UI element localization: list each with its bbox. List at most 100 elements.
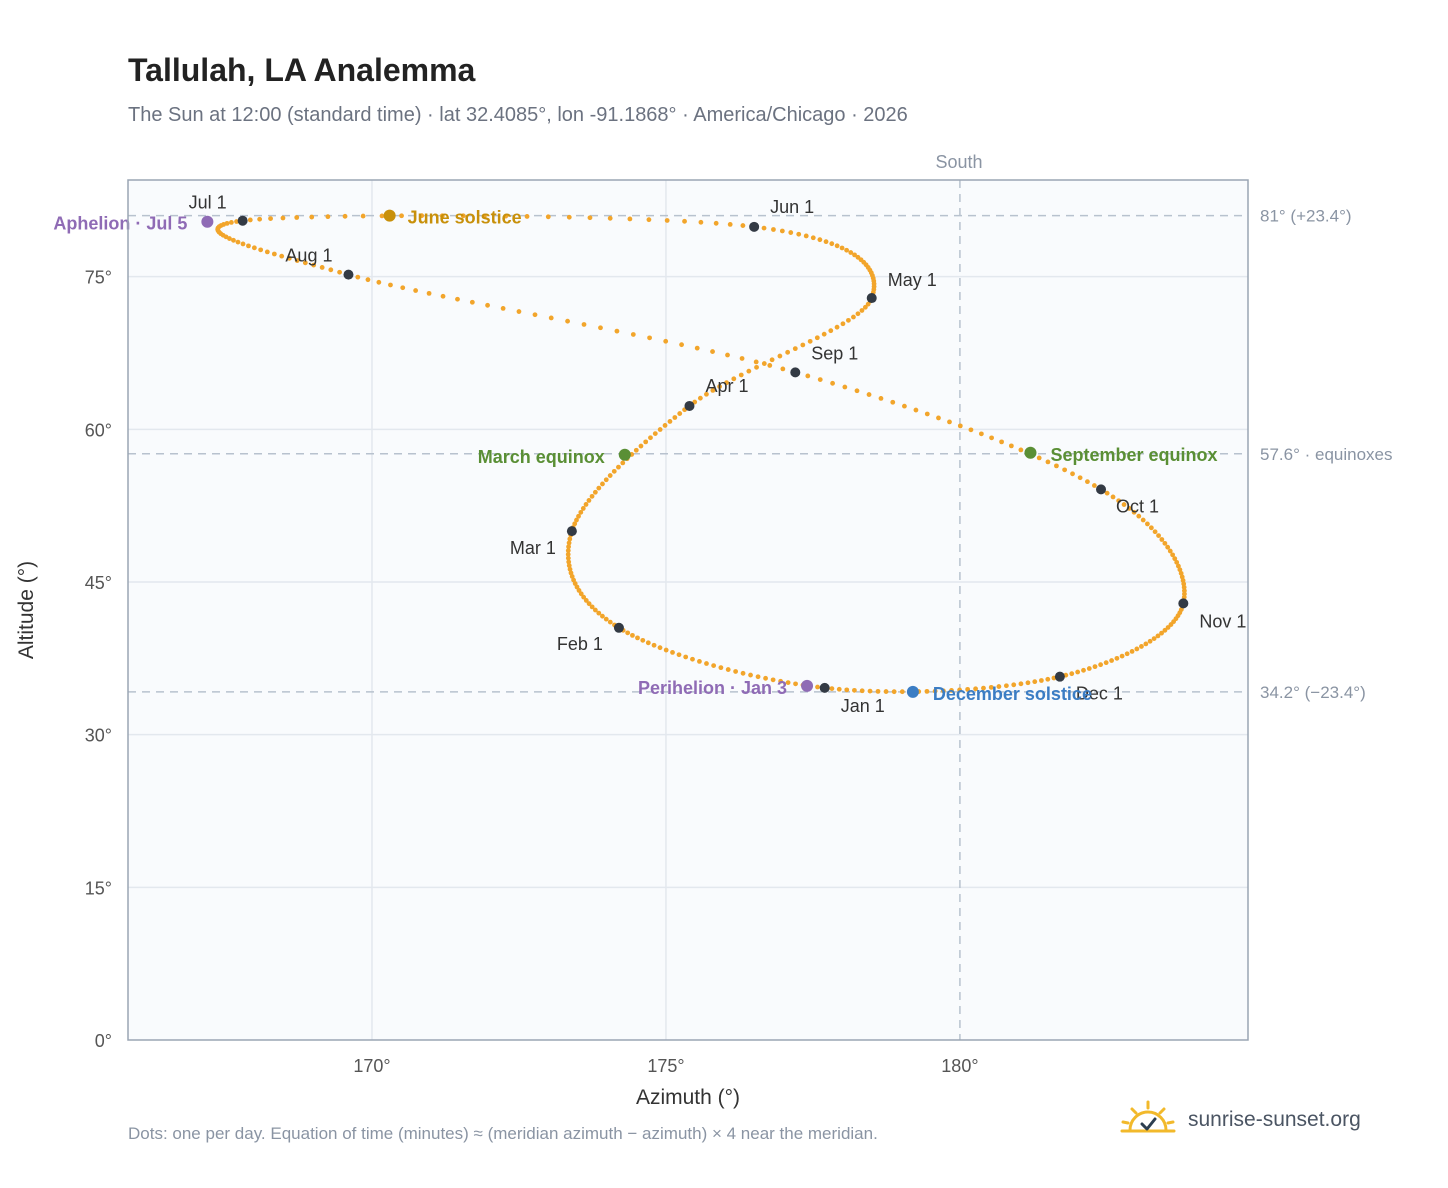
daily-sun-dot: [319, 265, 325, 270]
daily-sun-dot: [279, 253, 285, 259]
daily-sun-dot: [1091, 483, 1097, 488]
daily-sun-dot: [1032, 679, 1038, 685]
daily-sun-dot: [589, 604, 595, 610]
daily-sun-dot: [663, 338, 669, 344]
daily-sun-dot: [1162, 540, 1168, 546]
daily-sun-dot: [247, 217, 253, 223]
daily-sun-dot: [625, 630, 631, 636]
footnote: Dots: one per day. Equation of time (min…: [128, 1124, 878, 1143]
daily-sun-dot: [767, 363, 773, 368]
daily-sun-dot: [725, 352, 730, 358]
daily-sun-dot: [440, 293, 446, 299]
daily-sun-dot: [821, 331, 827, 337]
daily-sun-dot: [1126, 505, 1132, 511]
daily-sun-dot: [587, 215, 593, 221]
daily-sun-dot: [413, 288, 419, 293]
daily-sun-dot: [973, 686, 979, 692]
daily-sun-dot: [607, 215, 613, 221]
y-tick-label: 0°: [95, 1031, 112, 1051]
daily-sun-dot: [565, 318, 570, 324]
daily-sun-dot: [1139, 644, 1144, 649]
daily-sun-dot: [1069, 671, 1075, 677]
daily-sun-dot: [852, 252, 857, 258]
month-marker: [1178, 598, 1189, 609]
daily-sun-dot: [1156, 533, 1161, 539]
daily-sun-dot: [902, 403, 907, 409]
reference-lines: 81° (+23.4°) 57.6° · equinoxes 34.2° (−23.…: [128, 180, 1393, 1040]
daily-sun-dot: [677, 411, 683, 416]
daily-sun-dot: [878, 396, 884, 401]
event-label: Aphelion · Jul 5: [53, 214, 187, 234]
daily-sun-dot: [264, 249, 270, 255]
month-marker: [819, 682, 830, 693]
daily-sun-dot: [1155, 633, 1161, 639]
daily-sun-dot: [1170, 552, 1176, 558]
daily-sun-dot: [337, 269, 342, 275]
reference-label: 81° (+23.4°): [1260, 207, 1352, 226]
y-tick-label: 45°: [85, 573, 112, 593]
daily-sun-dot: [578, 591, 584, 597]
daily-sun-dot: [711, 663, 717, 669]
month-label: Apr 1: [705, 376, 748, 396]
month-marker: [866, 293, 877, 304]
daily-sun-dot: [697, 395, 703, 401]
daily-sun-dot: [235, 239, 241, 245]
daily-sun-dot: [836, 686, 842, 692]
daily-sun-dot: [697, 659, 702, 664]
daily-sun-dot: [1131, 509, 1137, 515]
daily-sun-dot: [565, 555, 571, 561]
daily-sun-dot: [738, 372, 744, 378]
daily-sun-dot: [565, 551, 571, 557]
daily-sun-dot: [607, 619, 613, 625]
daily-sun-dot: [311, 262, 317, 268]
daily-sun-dot: [717, 384, 722, 389]
daily-sun-dot: [1114, 655, 1120, 661]
daily-sun-dot: [257, 216, 263, 222]
daily-sun-dot: [231, 237, 236, 243]
daily-sun-dot: [1174, 559, 1180, 565]
daily-sun-dot: [309, 214, 315, 220]
event-marker: [383, 209, 396, 222]
daily-sun-dot: [978, 431, 984, 437]
month-label: Mar 1: [510, 538, 556, 558]
daily-sun-dot: [740, 223, 746, 228]
daily-sun-dot: [854, 388, 860, 394]
daily-sun-dot: [355, 274, 361, 280]
daily-sun-dot: [302, 260, 308, 266]
x-tick-label: 170°: [353, 1056, 390, 1076]
daily-sun-dot: [607, 473, 613, 478]
brand[interactable]: sunrise-sunset.org: [1120, 1100, 1361, 1140]
daily-sun-dot: [830, 380, 835, 386]
daily-sun-dot: [851, 314, 856, 320]
daily-sun-dot: [516, 309, 522, 314]
daily-sun-dot: [583, 598, 589, 603]
daily-sun-dot: [891, 689, 897, 695]
daily-sun-dot: [763, 675, 768, 681]
daily-sun-dot: [503, 213, 509, 219]
daily-sun-dot: [592, 607, 598, 613]
daily-sun-dot: [426, 290, 432, 296]
meridian-label: South: [935, 152, 982, 172]
daily-sun-dot: [1098, 662, 1104, 668]
daily-sun-dot: [485, 302, 490, 308]
daily-sun-dot: [616, 464, 621, 470]
daily-sun-dot: [866, 392, 872, 397]
daily-sun-dot: [1085, 479, 1090, 485]
daily-sun-dot: [810, 235, 816, 241]
daily-sun-dot: [603, 616, 609, 622]
daily-sun-dot: [663, 647, 669, 653]
daily-sun-dot: [718, 665, 724, 671]
daily-sun-dot: [1167, 548, 1173, 554]
daily-sun-dot: [646, 217, 652, 223]
plot-frame: [127, 179, 1249, 1041]
daily-sun-dot: [578, 509, 584, 515]
month-marker: [566, 526, 577, 537]
daily-sun-dot: [731, 376, 737, 382]
daily-sun-dot: [1008, 443, 1014, 449]
daily-sun-dot: [1159, 537, 1165, 542]
daily-sun-dot: [844, 687, 850, 693]
event-marker: [618, 448, 631, 461]
daily-sun-dot: [817, 377, 823, 383]
daily-sun-dot: [500, 306, 506, 311]
daily-sun-dot: [859, 308, 865, 313]
